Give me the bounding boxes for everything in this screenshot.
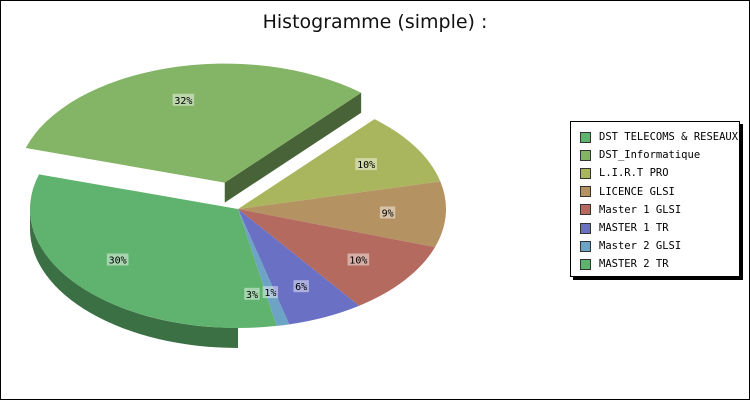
pie-slice	[238, 209, 277, 328]
legend: DST TELECOMS & RESEAUX DST_Informatique L.…	[570, 121, 740, 277]
slice-percent-label: 32%	[174, 96, 192, 107]
slice-label-background	[244, 287, 260, 300]
legend-label: MASTER 1 TR	[599, 222, 669, 235]
legend-swatch	[580, 222, 591, 234]
legend-swatch	[580, 131, 591, 143]
slice-label-background	[106, 253, 129, 266]
slice-percent-label: 3%	[246, 290, 258, 301]
slice-label-background	[172, 93, 195, 106]
slice-label-background	[355, 158, 377, 171]
legend-swatch	[580, 204, 591, 216]
pie-slice	[238, 209, 290, 326]
legend-label: LICENCE GLSI	[599, 185, 675, 198]
legend-swatch	[580, 186, 591, 198]
legend-item: Master 2 GLSI	[580, 237, 739, 255]
slice-percent-label: 10%	[357, 160, 375, 171]
pie-slice-cut-face	[224, 92, 362, 203]
pie-slice	[238, 209, 360, 325]
chart-title: Histogramme (simple) :	[262, 11, 488, 33]
pie-slice	[238, 209, 436, 306]
pie-slice	[29, 174, 238, 328]
slice-percent-label: 6%	[295, 282, 307, 293]
legend-label: DST TELECOMS & RESEAUX	[599, 131, 739, 144]
slice-label-background	[379, 206, 396, 219]
legend-label: MASTER 2 TR	[599, 258, 669, 271]
legend-item: MASTER 2 TR	[580, 255, 739, 273]
slice-percent-label: 30%	[109, 256, 127, 267]
slice-percent-label: 9%	[382, 208, 394, 219]
slice-label-background	[262, 286, 279, 299]
legend-label: Master 2 GLSI	[599, 240, 682, 253]
legend-item: DST_Informatique	[580, 146, 739, 164]
pie-slice	[25, 63, 362, 183]
legend-item: MASTER 1 TR	[580, 219, 739, 237]
pie-slice-side	[30, 209, 238, 348]
legend-item: LICENCE GLSI	[580, 183, 739, 201]
legend-label: DST_Informatique	[599, 149, 701, 162]
legend-label: L.I.R.T PRO	[599, 167, 669, 180]
legend-swatch	[580, 149, 591, 161]
legend-swatch	[580, 240, 591, 252]
slice-label-background	[347, 253, 370, 266]
slice-percent-label: 10%	[349, 256, 367, 267]
legend-item: Master 1 GLSI	[580, 201, 739, 219]
legend-label: Master 1 GLSI	[599, 203, 682, 216]
pie-slice	[238, 119, 441, 209]
slice-label-background	[293, 280, 309, 293]
pie-slice	[238, 181, 446, 248]
legend-item: L.I.R.T PRO	[580, 164, 739, 182]
legend-swatch	[580, 167, 591, 179]
legend-item: DST TELECOMS & RESEAUX	[580, 128, 739, 146]
slice-percent-label: 1%	[264, 288, 276, 299]
legend-swatch	[580, 258, 591, 270]
